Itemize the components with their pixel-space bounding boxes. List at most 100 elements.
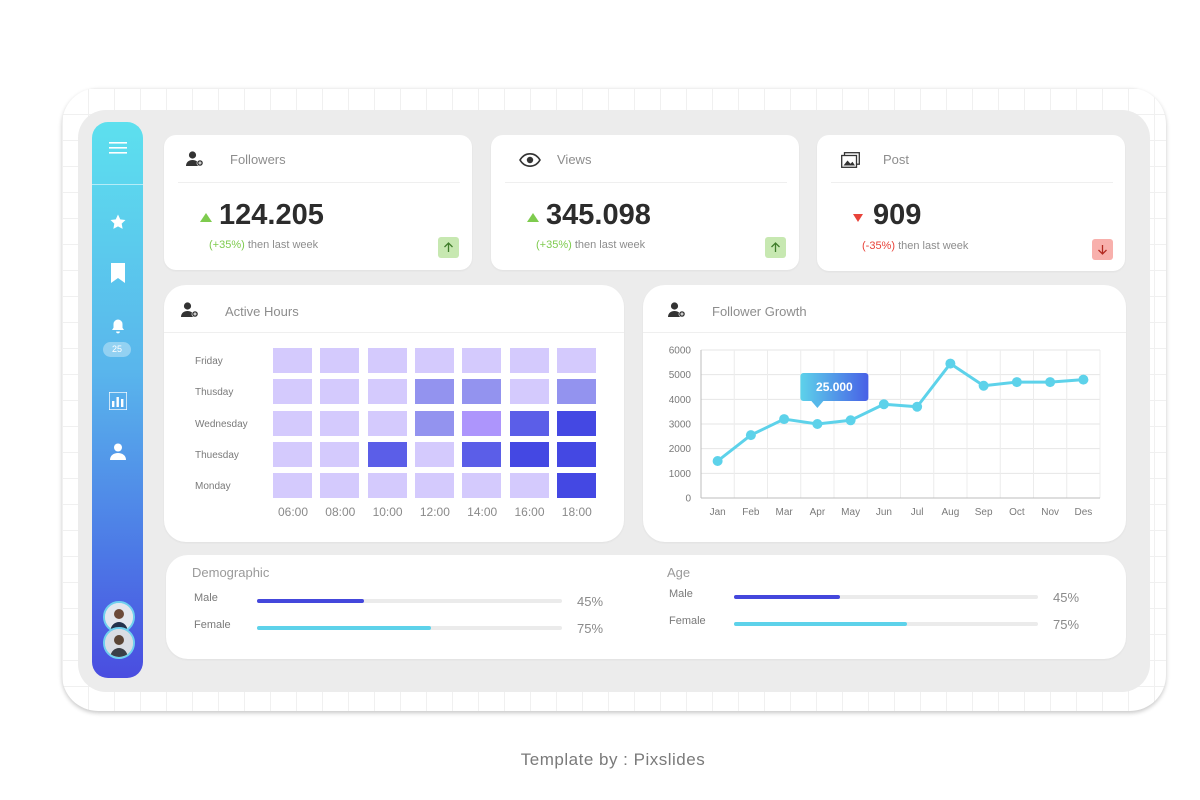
menu-icon[interactable] — [92, 142, 143, 154]
demographic-title: Demographic — [192, 565, 270, 580]
day-label: Thusday — [195, 387, 234, 398]
hour-label: 16:00 — [514, 505, 545, 519]
hour-label: 12:00 — [419, 505, 450, 519]
arrow-up-icon[interactable] — [765, 237, 786, 258]
arrow-up-icon[interactable] — [438, 237, 459, 258]
views-change-text: (+35%) then last week — [536, 239, 645, 251]
heatmap-cell[interactable] — [556, 473, 596, 498]
age-row-label: Female — [669, 615, 706, 627]
heatmap-cell[interactable] — [273, 348, 312, 373]
card-divider — [505, 182, 787, 183]
heatmap-cell[interactable] — [509, 411, 549, 436]
views-card: Views 345.098 (+35%) then last week — [491, 135, 799, 270]
followers-value: 124.205 — [219, 199, 324, 231]
heatmap-cell[interactable] — [462, 411, 502, 436]
card-divider — [178, 182, 460, 183]
heatmap-cell[interactable] — [556, 379, 596, 404]
demographic-row-label: Female — [194, 619, 231, 631]
heatmap-cell[interactable] — [556, 442, 596, 467]
heatmap-cell[interactable] — [320, 473, 360, 498]
user-icon[interactable] — [92, 443, 143, 460]
followers-title: Followers — [230, 152, 286, 167]
heatmap-cell[interactable] — [273, 473, 312, 498]
heatmap-cell[interactable] — [367, 379, 407, 404]
age-progress-track — [734, 595, 1038, 599]
active-hours-title: Active Hours — [225, 304, 299, 319]
views-period: then last week — [574, 239, 646, 251]
image-icon — [841, 152, 860, 173]
post-card: Post 909 (-35%) then last week — [817, 135, 1125, 271]
trend-down-icon — [853, 214, 863, 222]
post-value: 909 — [873, 199, 922, 231]
heatmap-cell[interactable] — [509, 348, 549, 373]
heatmap-cell[interactable] — [414, 348, 454, 373]
hour-label: 06:00 — [277, 505, 309, 519]
notification-badge: 25 — [103, 342, 131, 357]
demographic-progress-fill — [257, 626, 431, 630]
heatmap-cell[interactable] — [367, 442, 407, 467]
demographic-row-value: 45% — [577, 594, 604, 609]
day-label: Monday — [195, 481, 231, 492]
post-change: (-35%) — [862, 240, 896, 252]
add-user-icon — [668, 302, 686, 323]
add-user-icon — [186, 151, 204, 172]
demographic-progress-track — [257, 626, 562, 630]
heatmap-cell[interactable] — [273, 379, 312, 404]
avatar[interactable] — [103, 627, 135, 659]
age-row-label: Male — [669, 588, 693, 600]
heatmap-cell[interactable] — [414, 379, 454, 404]
hour-label: 10:00 — [372, 505, 403, 519]
heatmap-cell[interactable] — [367, 348, 407, 373]
follower-growth-card: Follower Growth — [643, 285, 1126, 542]
card-divider — [164, 332, 624, 333]
bookmark-icon[interactable] — [92, 263, 143, 283]
heatmap-cell[interactable] — [462, 348, 502, 373]
arrow-down-icon[interactable] — [1092, 239, 1113, 260]
demographic-row-value: 75% — [577, 621, 604, 636]
bell-icon[interactable] — [92, 318, 143, 336]
demographic-progress-track — [257, 599, 562, 603]
card-divider — [831, 182, 1113, 183]
heatmap-cell[interactable] — [556, 348, 596, 373]
bar-chart-icon[interactable] — [92, 392, 143, 410]
followers-period: then last week — [247, 239, 319, 251]
heatmap-cell[interactable] — [320, 442, 360, 467]
hour-label: 18:00 — [561, 505, 592, 519]
day-label: Thuesday — [195, 450, 239, 461]
post-title: Post — [883, 152, 910, 167]
age-title: Age — [667, 565, 691, 580]
heatmap-cell[interactable] — [273, 411, 312, 436]
views-title: Views — [557, 152, 592, 167]
followers-card: Followers 124.205 (+35%) then last week — [164, 135, 472, 270]
day-label: Friday — [195, 356, 223, 367]
heatmap-cell[interactable] — [462, 442, 502, 467]
add-user-icon — [181, 302, 199, 323]
heatmap-cell[interactable] — [462, 473, 502, 498]
demographic-row-label: Male — [194, 592, 218, 604]
post-change-text: (-35%) then last week — [862, 240, 968, 252]
age-row-value: 45% — [1053, 590, 1080, 605]
heatmap-cell[interactable] — [556, 411, 596, 436]
heatmap-cell[interactable] — [367, 473, 407, 498]
heatmap-cell[interactable] — [509, 473, 549, 498]
heatmap-cell[interactable] — [273, 442, 312, 467]
hour-label: 14:00 — [467, 505, 498, 519]
eye-icon — [519, 152, 541, 172]
demographic-progress-fill — [257, 599, 364, 603]
heatmap-cell[interactable] — [367, 411, 407, 436]
heatmap-cell[interactable] — [414, 473, 454, 498]
star-icon[interactable] — [92, 213, 143, 231]
follower-growth-title: Follower Growth — [712, 304, 807, 319]
age-row-value: 75% — [1053, 617, 1080, 632]
heatmap-cell[interactable] — [320, 411, 360, 436]
heatmap-cell[interactable] — [320, 348, 360, 373]
heatmap-cell[interactable] — [414, 411, 454, 436]
age-progress-fill — [734, 595, 841, 599]
heatmap-cell[interactable] — [509, 442, 549, 467]
age-progress-fill — [734, 622, 908, 626]
heatmap-cell[interactable] — [320, 379, 360, 404]
sidebar-divider — [92, 184, 143, 185]
heatmap-cell[interactable] — [509, 379, 549, 404]
heatmap-cell[interactable] — [414, 442, 454, 467]
heatmap-cell[interactable] — [462, 379, 502, 404]
